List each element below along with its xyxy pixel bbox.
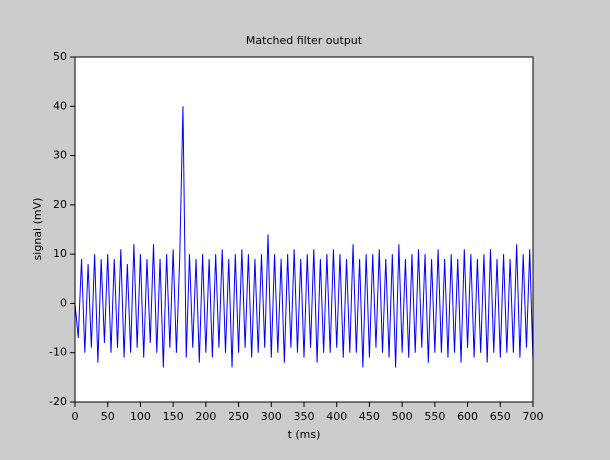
y-tick-label: -10 xyxy=(49,346,67,359)
x-tick-label: 0 xyxy=(72,410,79,423)
x-tick-label: 350 xyxy=(294,410,315,423)
x-tick-label: 450 xyxy=(359,410,380,423)
y-tick-label: 50 xyxy=(53,50,67,63)
x-tick-label: 500 xyxy=(392,410,413,423)
x-tick-label: 100 xyxy=(130,410,151,423)
x-tick-label: 250 xyxy=(228,410,249,423)
x-tick-label: 550 xyxy=(424,410,445,423)
y-tick-label: 30 xyxy=(53,149,67,162)
x-tick-label: 300 xyxy=(261,410,282,423)
x-tick-label: 400 xyxy=(326,410,347,423)
x-tick-label: 700 xyxy=(523,410,544,423)
y-tick-label: 40 xyxy=(53,99,67,112)
chart-title: Matched filter output xyxy=(246,34,363,47)
x-tick-label: 50 xyxy=(101,410,115,423)
y-tick-label: -20 xyxy=(49,395,67,408)
x-axis-label: t (ms) xyxy=(288,428,321,441)
y-tick-label: 10 xyxy=(53,247,67,260)
signal-line xyxy=(74,106,534,368)
x-tick-label: 650 xyxy=(490,410,511,423)
y-tick-label: 0 xyxy=(60,296,67,309)
x-tick-label: 150 xyxy=(163,410,184,423)
y-tick-label: 20 xyxy=(53,198,67,211)
x-tick-label: 200 xyxy=(195,410,216,423)
y-axis-label: signal (mV) xyxy=(31,198,44,261)
x-tick-label: 600 xyxy=(457,410,478,423)
